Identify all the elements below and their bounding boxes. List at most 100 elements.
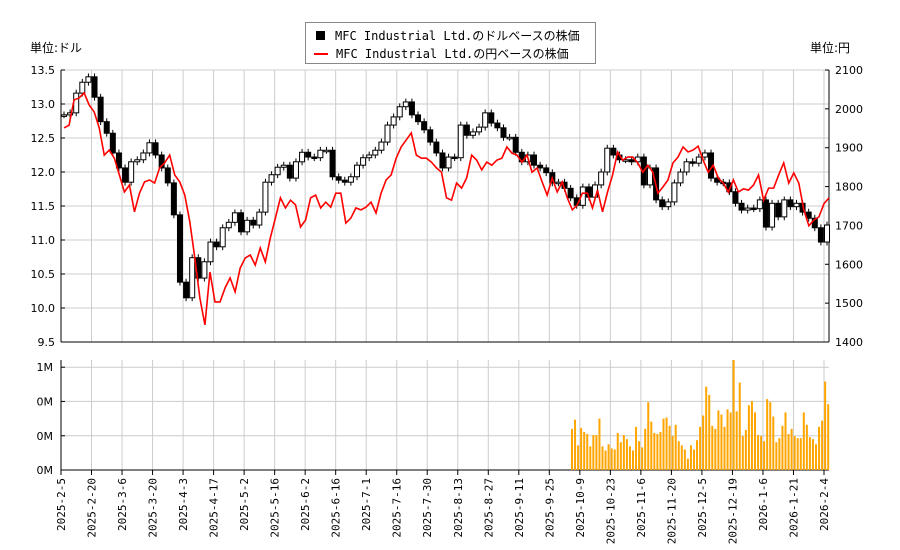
volume-bar — [757, 435, 760, 470]
volume-bar — [671, 436, 674, 470]
left-tick-label: 13.0 — [31, 98, 56, 111]
candle-body — [238, 212, 245, 233]
candle-body — [378, 141, 385, 151]
volume-bar — [772, 416, 775, 470]
candle-body — [555, 181, 562, 185]
candle-body — [817, 227, 824, 243]
candle-body — [103, 121, 110, 134]
date-tick-label: 2025-12-5 — [696, 478, 709, 538]
candle-body — [353, 164, 360, 178]
volume-bar — [592, 435, 595, 470]
volume-bar — [750, 401, 753, 470]
volume-bar — [726, 409, 729, 470]
volume-bar — [622, 435, 625, 470]
volume-bar — [818, 426, 821, 470]
candle-body — [292, 161, 299, 179]
date-tick-label: 2025-2-5 — [55, 478, 68, 531]
volume-bar — [781, 425, 784, 470]
candle-body — [262, 181, 269, 213]
volume-bar — [680, 445, 683, 470]
date-tick-label: 2026-2-4 — [818, 478, 831, 531]
candle-body — [769, 202, 776, 228]
candle-body — [628, 159, 635, 163]
candle-body — [213, 241, 220, 248]
candle-body — [176, 214, 183, 283]
candle-body — [335, 176, 342, 181]
volume-bar — [662, 418, 665, 470]
volume-bar — [805, 424, 808, 470]
candle-body — [744, 207, 751, 211]
left-tick-label: 12.5 — [31, 132, 56, 145]
candle-body — [415, 114, 422, 123]
volume-bar — [577, 445, 580, 470]
date-tick-label: 2026-1-21 — [787, 478, 800, 538]
volume-bar — [656, 434, 659, 470]
volume-bar — [778, 438, 781, 470]
candle-body — [610, 147, 617, 156]
date-tick-label: 2025-10-23 — [604, 478, 617, 544]
candle-body — [286, 164, 293, 179]
candle-body — [750, 207, 757, 211]
candle-body — [683, 161, 690, 173]
date-tick-label: 2025-2-20 — [86, 478, 99, 538]
date-tick-label: 2025-10-9 — [574, 478, 587, 538]
candle-body — [140, 152, 147, 161]
candle-body — [372, 149, 379, 156]
volume-bar — [628, 446, 631, 470]
candle-body — [390, 116, 397, 126]
candle-body — [427, 129, 434, 143]
candle-body — [317, 149, 324, 159]
candle-body — [225, 221, 232, 229]
candle-body — [134, 159, 141, 163]
candle-body — [604, 147, 611, 173]
volume-bar — [735, 411, 738, 470]
left-tick-label: 10.5 — [31, 268, 56, 281]
volume-bar — [604, 450, 607, 470]
volume-bar — [647, 402, 650, 470]
candle-body — [250, 219, 257, 226]
candle-body — [189, 257, 196, 299]
candle-body — [701, 152, 708, 158]
volume-bar — [754, 412, 756, 470]
volume-bar — [583, 431, 586, 470]
volume-bar — [668, 425, 671, 470]
volume-bar — [580, 427, 583, 470]
candle-body — [91, 76, 98, 98]
candle-body — [476, 126, 483, 133]
volume-bar — [720, 414, 723, 470]
candle-body — [531, 154, 538, 166]
candle-body — [469, 131, 476, 136]
candle-body — [256, 211, 263, 226]
candle-body — [170, 182, 177, 216]
right-axis-unit: 単位:円 — [810, 41, 851, 55]
volume-bar — [802, 412, 805, 470]
candle-body — [158, 154, 165, 169]
candle-body — [793, 202, 800, 208]
candle-body — [280, 164, 287, 168]
volume-bar — [799, 438, 802, 470]
candle-body — [695, 156, 702, 164]
right-tick-label: 1700 — [835, 219, 863, 232]
red-line-icon — [314, 52, 328, 55]
candle-body — [219, 227, 226, 248]
candle-body — [402, 101, 409, 108]
volume-bar — [775, 442, 778, 470]
date-tick-label: 2025-9-25 — [543, 478, 556, 538]
volume-bar — [711, 425, 714, 470]
candle-body — [665, 201, 672, 208]
candle-body — [152, 142, 159, 156]
volume-bar — [738, 382, 741, 470]
volume-bar — [674, 424, 677, 470]
volume-bar — [760, 436, 763, 470]
volume-bar — [824, 381, 827, 470]
candle-body — [274, 166, 281, 176]
volume-bar — [702, 415, 705, 470]
date-tick-label: 2025-6-16 — [330, 478, 343, 538]
volume-bar — [747, 405, 750, 470]
date-tick-label: 2025-5-2 — [238, 478, 251, 531]
candle-body — [341, 179, 348, 183]
candle-body — [329, 149, 336, 178]
volume-bar — [635, 426, 638, 470]
volume-bar — [705, 386, 708, 470]
volume-bar — [686, 458, 689, 470]
